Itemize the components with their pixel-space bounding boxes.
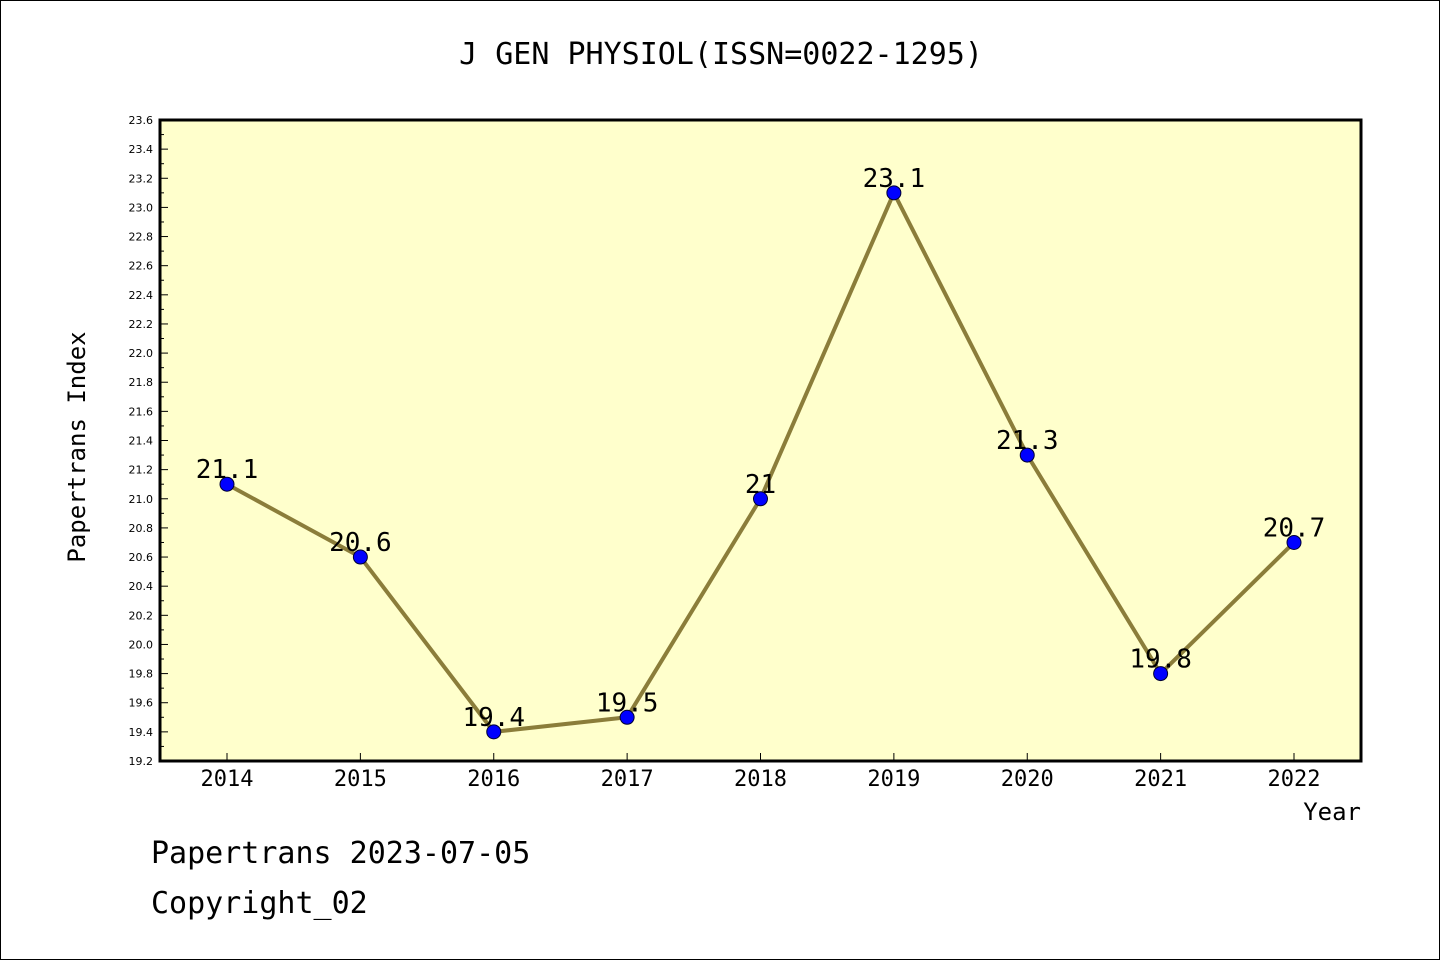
y-tick-label: 21.2 (129, 464, 154, 477)
x-tick-label: 2022 (1268, 767, 1321, 792)
y-tick-label: 23.6 (129, 114, 154, 127)
x-tick-label: 2018 (734, 767, 787, 792)
y-tick-label: 20.8 (129, 522, 154, 535)
y-tick-label: 23.2 (129, 172, 154, 185)
data-label: 21.3 (996, 426, 1059, 456)
data-label: 21.1 (196, 455, 259, 485)
y-tick-label: 20.6 (129, 551, 154, 564)
x-tick-label: 2016 (467, 767, 520, 792)
y-tick-label: 23.0 (129, 201, 154, 214)
data-point (1153, 666, 1169, 682)
plot-border (158, 118, 1363, 763)
data-point (619, 709, 635, 725)
x-axis-label: Year (1303, 798, 1361, 826)
data-label: 20.7 (1263, 513, 1326, 543)
plot-area (160, 120, 1361, 761)
y-tick-label: 22.2 (129, 318, 154, 331)
y-tick-label: 21.4 (129, 435, 154, 448)
y-tick-label: 19.2 (129, 755, 154, 768)
y-tick-label: 22.6 (129, 260, 154, 273)
data-point (1019, 447, 1035, 463)
y-tick-label: 20.0 (129, 638, 154, 651)
data-label: 19.8 (1129, 645, 1192, 675)
chart-title: J GEN PHYSIOL(ISSN=0022-1295) (459, 37, 983, 72)
data-point (352, 549, 368, 565)
y-tick-label: 21.0 (129, 493, 154, 506)
y-tick-label: 21.6 (129, 405, 154, 418)
x-tick-label: 2014 (201, 767, 254, 792)
footer-date: Papertrans 2023-07-05 (151, 836, 531, 871)
data-point (219, 476, 235, 492)
y-tick-label: 21.8 (129, 376, 154, 389)
y-tick-label: 20.2 (129, 609, 154, 622)
footer-copyright: Copyright_02 (151, 886, 368, 921)
x-tick-label: 2015 (334, 767, 387, 792)
data-label: 19.5 (596, 688, 659, 718)
y-tick-label: 23.4 (129, 143, 154, 156)
x-tick-label: 2021 (1134, 767, 1187, 792)
y-tick-label: 22.8 (129, 231, 154, 244)
y-tick-label: 22.4 (129, 289, 154, 302)
x-tick-label: 2020 (1001, 767, 1054, 792)
data-label: 19.4 (462, 703, 525, 733)
y-tick-label: 22.0 (129, 347, 154, 360)
data-point (886, 185, 902, 201)
data-point (1286, 534, 1302, 550)
data-point (486, 724, 502, 740)
y-tick-label: 19.6 (129, 697, 154, 710)
data-label: 23.1 (863, 164, 926, 194)
y-tick-label: 19.4 (129, 726, 154, 739)
data-label: 20.6 (329, 528, 392, 558)
data-point (753, 491, 768, 507)
y-tick-label: 19.8 (129, 668, 154, 681)
data-label: 21 (745, 470, 776, 500)
y-tick-label: 20.4 (129, 580, 154, 593)
x-tick-label: 2017 (601, 767, 654, 792)
x-tick-label: 2019 (867, 767, 920, 792)
